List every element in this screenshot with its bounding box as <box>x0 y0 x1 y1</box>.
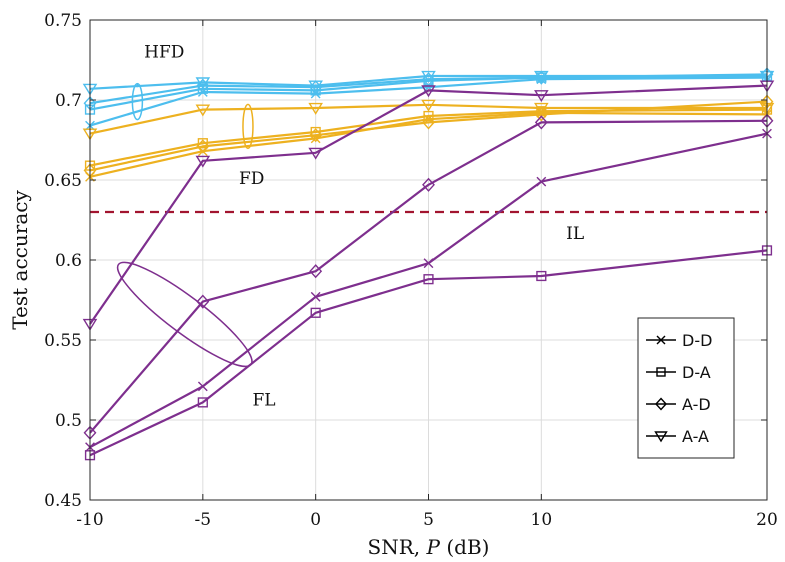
y-tick-label: 0.6 <box>55 251 82 271</box>
data-point <box>421 70 436 83</box>
x-tick-label: 20 <box>756 510 778 530</box>
data-point <box>422 177 435 192</box>
legend-marker <box>656 335 666 345</box>
y-tick-label: 0.7 <box>55 91 82 111</box>
annotation-fl: FL <box>252 391 275 411</box>
legend-entry-a-d: A-D <box>646 395 711 414</box>
data-point <box>309 128 323 143</box>
x-tick-label: 5 <box>423 510 434 530</box>
series-fd-a-a <box>82 99 775 141</box>
series-line <box>89 84 768 325</box>
data-point-stroke-b <box>536 176 547 187</box>
data-point <box>197 138 208 149</box>
legend-entry-d-d: D-D <box>646 331 712 350</box>
legend-label: D-D <box>682 331 712 350</box>
data-point <box>534 115 548 130</box>
annotation-hfd: HFD <box>144 43 184 63</box>
data-point <box>195 104 211 117</box>
legend-entry-a-a: A-A <box>646 427 709 446</box>
x-tick-label: -10 <box>76 510 103 530</box>
data-point <box>310 307 321 318</box>
x-tick-label: -5 <box>195 510 212 530</box>
axis-ticks: -10 -5 0 5 10 20 0.45 0.5 0.55 0.6 0.65 0.7 0.75 <box>44 11 778 530</box>
legend-label: A-D <box>682 395 711 414</box>
series-line <box>89 76 768 127</box>
fd-group-ellipse <box>242 103 254 150</box>
data-point <box>310 126 321 138</box>
y-tick-label: 0.5 <box>55 411 82 431</box>
data-point <box>195 77 211 90</box>
data-point <box>309 264 323 279</box>
series-fl-a-d <box>83 113 774 440</box>
data-point <box>310 291 321 302</box>
data-point <box>534 70 549 83</box>
data-point-stroke-b <box>310 291 321 302</box>
data-point <box>308 147 323 160</box>
data-point <box>197 381 208 392</box>
x-tick-label: 10 <box>531 510 553 530</box>
data-point <box>536 270 547 282</box>
data-point <box>423 258 434 269</box>
y-tick-label: 0.45 <box>44 491 82 511</box>
annotation-il: IL <box>566 224 584 244</box>
data-point <box>423 274 434 285</box>
legend-entry-d-a: D-A <box>646 363 711 382</box>
data-point <box>422 115 435 130</box>
x-tick-label: 0 <box>310 510 321 530</box>
data-point <box>534 107 548 122</box>
series-line <box>89 103 767 135</box>
y-tick-label: 0.75 <box>44 11 82 31</box>
series-line <box>89 132 768 449</box>
y-axis-title: Test accuracy <box>8 190 32 330</box>
series-line <box>89 119 768 434</box>
data-series <box>82 67 775 461</box>
data-point <box>421 85 436 98</box>
annotations: HFD FD FL IL <box>144 43 584 411</box>
data-point <box>536 176 547 187</box>
data-point <box>196 294 210 309</box>
x-axis-title-prefix: SNR, <box>368 535 427 559</box>
legend-marker-stroke-b <box>656 335 666 345</box>
legend-box <box>637 317 735 459</box>
data-point <box>197 83 208 94</box>
x-axis-title: SNR, P (dB) <box>368 535 490 559</box>
data-point <box>534 90 549 103</box>
y-tick-label: 0.55 <box>44 331 82 351</box>
data-point <box>196 139 210 154</box>
data-point <box>308 102 323 115</box>
data-point <box>534 102 549 115</box>
series-line <box>89 100 768 172</box>
series-line <box>89 108 768 167</box>
legend-marker <box>654 431 668 443</box>
legend-label: D-A <box>682 363 711 382</box>
data-point <box>308 80 323 93</box>
y-tick-label: 0.65 <box>44 171 82 191</box>
data-point <box>421 99 436 112</box>
data-point <box>197 397 208 408</box>
x-axis-title-suffix: (dB) <box>440 535 489 559</box>
legend: D-D D-A A-D A-A <box>637 317 735 459</box>
legend-marker <box>655 397 667 411</box>
data-point <box>195 155 211 168</box>
series-line <box>89 249 768 457</box>
legend-label: A-A <box>682 427 709 446</box>
annotation-fd: FD <box>239 169 264 189</box>
data-point-stroke-b <box>197 381 208 392</box>
legend-marker <box>656 367 666 377</box>
series-line <box>89 74 767 90</box>
x-axis-title-variable: P <box>426 535 441 559</box>
data-point-stroke-b <box>423 258 434 269</box>
